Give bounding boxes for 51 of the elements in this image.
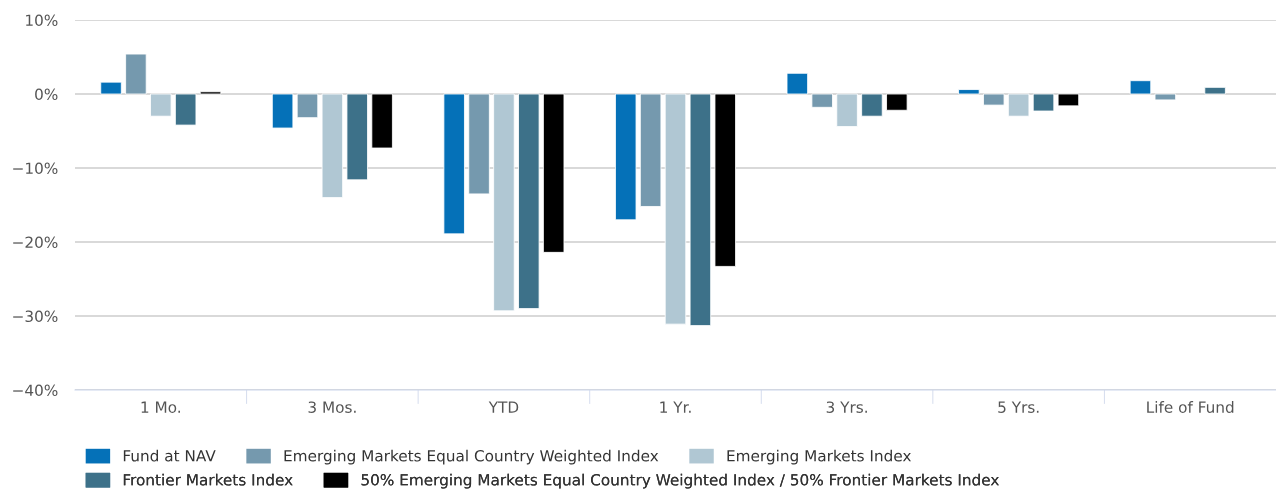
x-tick-label: 1 Yr. (660, 401, 691, 413)
bar (271, 93, 294, 129)
bar (150, 93, 172, 117)
bar (689, 93, 712, 327)
bar (664, 93, 687, 325)
bar (786, 72, 809, 95)
bar (615, 93, 637, 221)
y-tick-label: −20% (13, 236, 58, 249)
x-tick-label: Life of Fund (1147, 401, 1234, 413)
bar (542, 93, 565, 253)
bar (518, 93, 540, 310)
bar (958, 89, 980, 95)
bar (371, 93, 393, 149)
bar (346, 93, 368, 181)
x-tick-label: 3 Yrs. (826, 401, 867, 413)
bar (125, 53, 147, 95)
legend-label: Fund at NAV (123, 449, 216, 462)
y-tick-label: −30% (13, 310, 58, 323)
bar (174, 93, 197, 126)
x-tick-label: 1 Mo. (141, 401, 180, 413)
bar (1154, 93, 1177, 101)
legend-label: Frontier Markets Index (123, 473, 293, 486)
legend-label: Emerging Markets Index (727, 449, 911, 465)
bar (1057, 93, 1080, 107)
bar (443, 93, 465, 235)
bar (886, 93, 908, 111)
bar (811, 93, 833, 108)
legend-label: 50% Emerging Markets Equal Country Weighted Index / 50% Frontier Markets Index (361, 473, 999, 489)
bar (1032, 93, 1055, 112)
bar (714, 93, 736, 267)
legend-label: Emerging Markets Equal Country Weighted Index (284, 449, 659, 465)
bar (199, 91, 222, 95)
bar (861, 93, 883, 117)
bar (639, 93, 662, 207)
y-tick-label: −40% (13, 384, 58, 397)
x-tick-label: YTD (488, 401, 519, 413)
bar (493, 93, 515, 312)
y-tick-label: 0% (35, 88, 58, 101)
x-tick-label: 5 Yrs. (998, 401, 1039, 413)
bar (983, 93, 1005, 106)
bar (1007, 93, 1030, 117)
bar (1129, 80, 1152, 95)
bar (836, 93, 858, 127)
bar (321, 93, 344, 199)
bar (100, 81, 122, 95)
bar (468, 93, 490, 195)
y-tick-label: 10% (26, 14, 58, 27)
bar (1204, 86, 1226, 95)
y-tick-label: −10% (13, 162, 58, 175)
x-tick-label: 3 Mos. (308, 401, 356, 413)
bar (296, 93, 319, 119)
